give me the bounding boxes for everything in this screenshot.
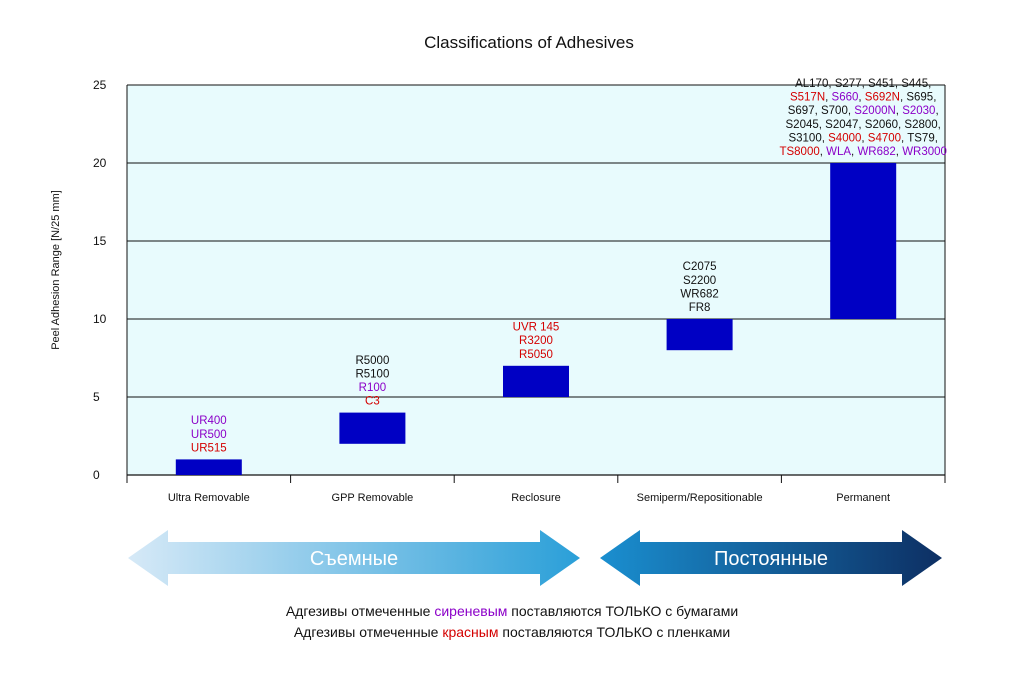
- product-label: WR682: [680, 288, 718, 300]
- product-label: UR400: [191, 415, 227, 427]
- note-segment: Адгезивы отмеченные: [285, 603, 435, 619]
- product-label: S3100, S4000, S4700, TS79,: [788, 132, 937, 144]
- note-segment: поставляются ТОЛЬКО с пленками: [498, 624, 731, 640]
- product-label: R5050: [519, 349, 553, 361]
- chart-title: Classifications of Adhesives: [424, 33, 634, 52]
- product-label: S2045, S2047, S2060, S2800,: [786, 119, 941, 131]
- note-segment: поставляются ТОЛЬКО с бумагами: [507, 603, 739, 619]
- note-red: Адгезивы отмеченные красным поставляются…: [0, 624, 1024, 640]
- y-tick-label: 0: [93, 468, 100, 482]
- product-label: UR500: [191, 429, 227, 441]
- x-tick-label: GPP Removable: [332, 492, 414, 504]
- x-tick-label: Semiperm/Repositionable: [637, 492, 763, 504]
- arrow-permanent-label: Постоянные: [714, 548, 828, 570]
- product-label: FR8: [689, 302, 711, 314]
- axes: 0 5 10 15 20 25 Ultra Removable GPP Removable Re…: [93, 78, 946, 504]
- product-label: S517N, S660, S692N, S695,: [790, 92, 936, 104]
- product-label: R5000: [355, 355, 389, 367]
- y-tick-label: 5: [93, 390, 100, 404]
- note-segment: сиреневым: [434, 603, 508, 619]
- product-label: S2200: [683, 275, 716, 287]
- bar: [339, 412, 406, 444]
- product-label: S697, S700, S2000N, S2030,: [788, 105, 939, 117]
- product-label: R3200: [519, 335, 553, 347]
- x-tick-label: Reclosure: [511, 492, 561, 504]
- arrow-removable: [128, 530, 580, 586]
- product-label: UVR 145: [513, 322, 560, 334]
- y-tick-label: 15: [93, 234, 107, 248]
- y-tick-label: 20: [93, 156, 107, 170]
- bars: [175, 163, 897, 475]
- product-label: AL170, S277, S451, S445,: [795, 78, 931, 90]
- arrow-removable-label: Съемные: [310, 548, 398, 570]
- bar: [830, 163, 897, 319]
- x-tick-label: Ultra Removable: [168, 492, 250, 504]
- product-label: C2075: [683, 261, 717, 273]
- category-arrows: Съемные Постоянные: [128, 530, 942, 586]
- arrow-permanent: [600, 530, 942, 586]
- product-label: TS8000, WLA, WR682, WR3000: [779, 146, 946, 158]
- x-tick-label: Permanent: [836, 492, 890, 504]
- product-label: R5100: [355, 368, 389, 380]
- note-segment: Адгезивы отмеченные: [293, 624, 443, 640]
- product-label: UR515: [191, 442, 227, 454]
- product-label: C3: [365, 396, 380, 408]
- y-tick-label: 10: [93, 312, 107, 326]
- bar: [175, 459, 242, 475]
- note-segment: красным: [442, 624, 499, 640]
- grid-lines: [127, 162, 945, 398]
- bar: [666, 319, 733, 351]
- product-label: R100: [359, 382, 387, 394]
- y-tick-label: 25: [93, 78, 107, 92]
- note-purple: Адгезивы отмеченные сиреневым поставляют…: [0, 603, 1024, 619]
- plot-area: [127, 85, 945, 475]
- bar: [503, 365, 569, 397]
- y-axis-label: Peel Adhesion Range [N/25 mm]: [50, 190, 62, 350]
